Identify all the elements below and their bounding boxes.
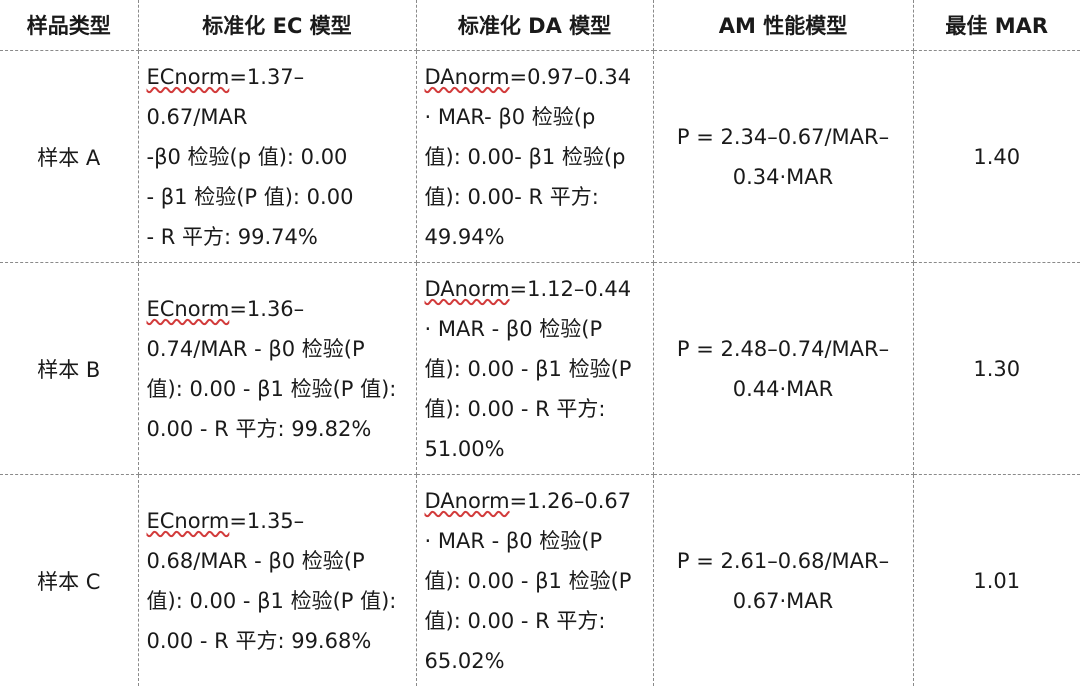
- sample-type-cell: 样本 A: [0, 51, 138, 263]
- da-term: DAnorm: [425, 277, 510, 301]
- sample-type-cell: 样本 C: [0, 475, 138, 686]
- da-model-cell: DAnorm=1.26–0.67 · MAR - β0 检验(P 值): 0.0…: [416, 475, 653, 686]
- header-best-mar: 最佳 MAR: [913, 0, 1080, 51]
- am-model-cell: P = 2.61–0.68/MAR– 0.67·MAR: [653, 475, 913, 686]
- ec-model-cell: ECnorm=1.37– 0.67/MAR -β0 检验(p 值): 0.00 …: [138, 51, 416, 263]
- ec-term: ECnorm: [147, 509, 230, 533]
- da-term: DAnorm: [425, 65, 510, 89]
- ec-formula: =1.37– 0.67/MAR -β0 检验(p 值): 0.00 - β1 检…: [147, 65, 354, 249]
- table-row: 样本 A ECnorm=1.37– 0.67/MAR -β0 检验(p 值): …: [0, 51, 1080, 263]
- header-sample-type: 样品类型: [0, 0, 138, 51]
- da-model-cell: DAnorm=1.12–0.44 · MAR - β0 检验(P 值): 0.0…: [416, 263, 653, 475]
- header-ec-model: 标准化 EC 模型: [138, 0, 416, 51]
- da-formula: =0.97–0.34 · MAR- β0 检验(p 值): 0.00- β1 检…: [425, 65, 632, 249]
- am-model-cell: P = 2.48–0.74/MAR– 0.44·MAR: [653, 263, 913, 475]
- header-am-model: AM 性能模型: [653, 0, 913, 51]
- table-header-row: 样品类型 标准化 EC 模型 标准化 DA 模型 AM 性能模型 最佳 MAR: [0, 0, 1080, 51]
- sample-type-cell: 样本 B: [0, 263, 138, 475]
- header-da-model: 标准化 DA 模型: [416, 0, 653, 51]
- best-mar-cell: 1.01: [913, 475, 1080, 686]
- da-formula: =1.26–0.67 · MAR - β0 检验(P 值): 0.00 - β1…: [425, 489, 632, 673]
- am-model-cell: P = 2.34–0.67/MAR– 0.34·MAR: [653, 51, 913, 263]
- ec-model-cell: ECnorm=1.36– 0.74/MAR - β0 检验(P 值): 0.00…: [138, 263, 416, 475]
- ec-model-cell: ECnorm=1.35– 0.68/MAR - β0 检验(P 值): 0.00…: [138, 475, 416, 686]
- table-row: 样本 B ECnorm=1.36– 0.74/MAR - β0 检验(P 值):…: [0, 263, 1080, 475]
- da-model-cell: DAnorm=0.97–0.34 · MAR- β0 检验(p 值): 0.00…: [416, 51, 653, 263]
- best-mar-cell: 1.30: [913, 263, 1080, 475]
- table-row: 样本 C ECnorm=1.35– 0.68/MAR - β0 检验(P 值):…: [0, 475, 1080, 686]
- da-term: DAnorm: [425, 489, 510, 513]
- best-mar-cell: 1.40: [913, 51, 1080, 263]
- ec-term: ECnorm: [147, 297, 230, 321]
- da-formula: =1.12–0.44 · MAR - β0 检验(P 值): 0.00 - β1…: [425, 277, 632, 461]
- ec-term: ECnorm: [147, 65, 230, 89]
